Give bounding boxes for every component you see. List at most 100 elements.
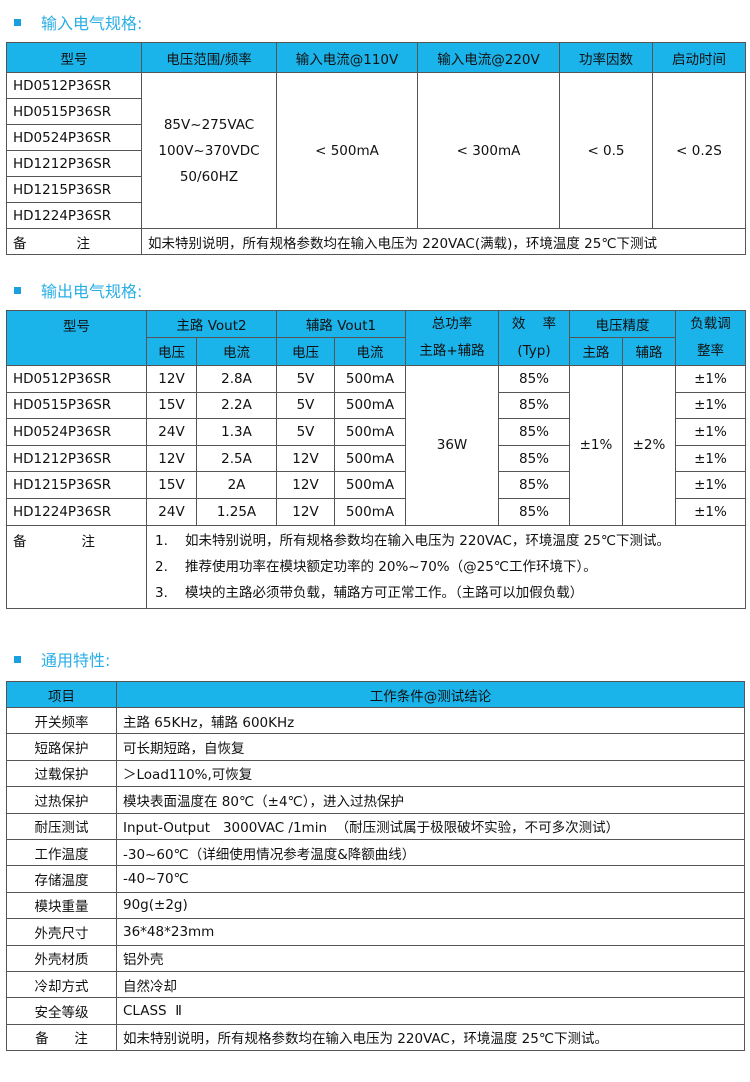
value-cell: ＞Load110%,可恢复 xyxy=(116,759,745,788)
aux-voltage-cell: 5V xyxy=(276,418,335,446)
header-line: 整率 xyxy=(697,343,724,359)
item-cell: 外壳尺寸 xyxy=(6,918,117,946)
table-row: 过热保护 模块表面温度在 80℃（±4℃），进入过热保护 xyxy=(6,786,745,814)
note-label: 备注 xyxy=(6,228,142,255)
main-current-cell: 2.2A xyxy=(196,391,277,420)
voltage-line: 50/60HZ xyxy=(179,168,239,185)
note-text: 如未特别说明，所有规格参数均在输入电压为 220VAC，环境温度 25℃下测试。 xyxy=(185,532,670,549)
value-cell: 模块表面温度在 80℃（±4℃），进入过热保护 xyxy=(116,786,745,814)
item-cell: 外壳材质 xyxy=(6,944,117,972)
table-row: HD0515P36SR 15V 2.2A 5V 500mA 85% ±1% xyxy=(6,391,746,420)
load-regulation-cell: ±1% xyxy=(675,418,746,446)
aux-current-cell: 500mA xyxy=(334,418,406,446)
model-cell: HD0515P36SR xyxy=(6,98,142,125)
table-header-row: 电压 电流 电压 电流 主路 辅路 xyxy=(7,336,746,367)
load-regulation-cell: ±1% xyxy=(675,471,746,499)
note-item: 2. 推荐使用功率在模块额定功率的 20%~70%（@25℃工作环境下）。 xyxy=(155,554,737,580)
section-title-text: 输出电气规格: xyxy=(41,282,143,301)
efficiency-cell: 85% xyxy=(498,444,570,473)
main-current-cell: 1.25A xyxy=(196,497,277,526)
table-row: 过载保护 ＞Load110%,可恢复 xyxy=(6,759,745,788)
model-cell: HD0512P36SR xyxy=(6,72,142,99)
table-header-row: 型号 电压范围/频率 输入电流@110V 输入电流@220V 功率因数 启动时间 xyxy=(6,42,746,73)
section-title-input: 输入电气规格: xyxy=(14,10,142,34)
note-number: 3. xyxy=(155,584,168,601)
header-cell: 电压精度 xyxy=(569,310,676,338)
note-label-char: 备 xyxy=(13,235,27,252)
section-title-general: 通用特性: xyxy=(14,647,110,671)
header-cell: 电压 xyxy=(146,336,197,367)
note-label-char: 注 xyxy=(76,235,91,252)
bullet-square-icon xyxy=(14,18,21,26)
item-cell: 过热保护 xyxy=(6,786,117,814)
efficiency-cell: 85% xyxy=(498,418,570,446)
item-cell: 短路保护 xyxy=(6,733,117,761)
note-number: 1. xyxy=(155,532,168,549)
value-cell: Input-Output 3000VAC /1min （耐压测试属于极限破坏实验… xyxy=(116,812,745,840)
aux-voltage-cell: 5V xyxy=(276,365,335,393)
item-cell: 工作温度 xyxy=(6,838,117,867)
general-spec-table: 项目 工作条件@测试结论 开关频率 主路 65KHz，辅路 600KHz 短路保护可… xyxy=(6,681,745,1052)
header-cell: 辅路 xyxy=(622,336,676,367)
section-title-text: 输入电气规格: xyxy=(41,14,143,33)
table-row: 外壳材质 铝外壳 xyxy=(6,944,745,972)
table-row: HD0512P36SR 85V~275VAC 100V~370VDC 50/60HZ… xyxy=(6,72,746,229)
header-cell: 电流 xyxy=(196,336,277,367)
header-line: 主路+辅路 xyxy=(419,343,485,359)
load-regulation-cell: ±1% xyxy=(675,391,746,420)
note-row: 备 注 1. 如未特别说明，所有规格参数均在输入电压为 220VAC，环境温度 25℃… xyxy=(6,524,746,609)
note-item: 3. 模块的主路必须带负载，辅路方可正常工作。（主路可以加假负载） xyxy=(155,580,737,606)
table-row: 开关频率 主路 65KHz，辅路 600KHz xyxy=(6,706,745,735)
header-cell: 输入电流@220V xyxy=(417,42,560,73)
aux-voltage-cell: 12V xyxy=(276,471,335,499)
note-label-char: 注 xyxy=(81,533,96,550)
table-row: HD1215P36SR xyxy=(6,176,746,203)
header-cell: 型号 xyxy=(6,310,147,366)
item-cell: 备 注 xyxy=(6,1023,117,1052)
value-cell: 铝外壳 xyxy=(116,944,745,972)
table-row: 工作温度 -30~60℃（详细使用情况参考温度&降额曲线） xyxy=(6,838,745,867)
voltage-range-cell: 85V~275VAC 100V~370VDC 50/60HZ xyxy=(141,72,277,229)
aux-current-cell: 500mA xyxy=(334,365,406,393)
model-cell: HD1224P36SR xyxy=(6,497,147,526)
value-cell: 自然冷却 xyxy=(116,970,745,999)
table-row: 短路保护 可长期短路，自恢复 xyxy=(6,733,745,761)
header-cell: 电压范围/频率 xyxy=(141,42,277,73)
accuracy-main-cell: ±1% xyxy=(569,365,623,526)
table-row: HD0512P36SR 12V 2.8A 5V 500mA 36W 85% ±1% ±2% ±1% xyxy=(6,365,746,526)
table-row: HD1215P36SR 15V 2A 12V 500mA 85% ±1% xyxy=(6,471,746,499)
header-cell: 效 率 (Typ) xyxy=(498,310,570,366)
main-voltage-cell: 24V xyxy=(146,418,197,446)
header-cell: 工作条件@测试结论 xyxy=(116,681,745,708)
efficiency-cell: 85% xyxy=(498,391,570,420)
header-cell: 电压 xyxy=(276,336,335,367)
value-cell: CLASS Ⅱ xyxy=(116,997,745,1025)
item-cell: 耐压测试 xyxy=(6,812,117,840)
note-label-char: 备 xyxy=(13,533,27,550)
header-cell: 项目 xyxy=(6,681,117,708)
bullet-square-icon xyxy=(14,286,21,294)
value-cell: -30~60℃（详细使用情况参考温度&降额曲线） xyxy=(116,838,745,867)
value-cell: 主路 65KHz，辅路 600KHz xyxy=(116,706,745,735)
header-cell: 负载调 整率 xyxy=(675,310,746,366)
model-cell: HD0524P36SR xyxy=(6,418,147,446)
aux-current-cell: 500mA xyxy=(334,497,406,526)
header-cell: 功率因数 xyxy=(559,42,653,73)
aux-voltage-cell: 12V xyxy=(276,444,335,473)
efficiency-cell: 85% xyxy=(498,365,570,393)
table-row: 安全等级 CLASS Ⅱ xyxy=(6,997,745,1025)
note-text: 如未特别说明，所有规格参数均在输入电压为 220VAC(满载)，环境温度 25℃… xyxy=(141,228,746,255)
power-factor-cell: < 0.5 xyxy=(559,72,653,229)
efficiency-cell: 85% xyxy=(498,497,570,526)
item-cell: 冷却方式 xyxy=(6,970,117,999)
main-voltage-cell: 12V xyxy=(146,365,197,393)
table-header-row: 项目 工作条件@测试结论 xyxy=(6,681,745,708)
model-cell: HD1212P36SR xyxy=(6,150,142,177)
table-row: HD1224P36SR xyxy=(6,202,746,229)
output-spec-table: 型号 主路 Vout2 辅路 Vout1 总功率 主路+辅路 效 率 (Typ) 电… xyxy=(6,310,746,609)
header-line: (Typ) xyxy=(517,343,551,359)
startup-time-cell: < 0.2S xyxy=(652,72,746,229)
value-cell: 36*48*23mm xyxy=(116,918,745,946)
note-row: 备注 如未特别说明，所有规格参数均在输入电压为 220VAC(满载)，环境温度 … xyxy=(6,228,746,255)
aux-voltage-cell: 12V xyxy=(276,497,335,526)
